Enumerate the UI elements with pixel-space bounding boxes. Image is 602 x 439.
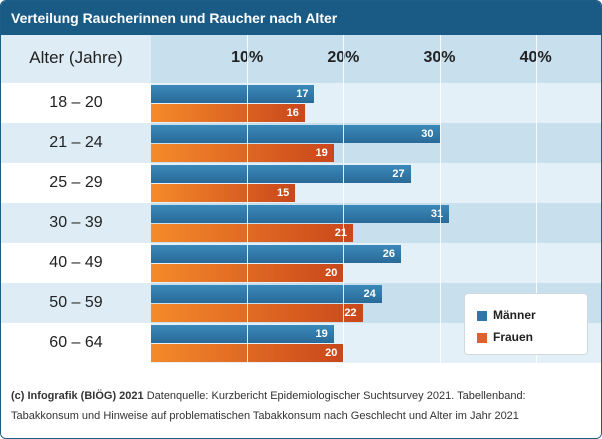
legend-item-frauen: Frauen (477, 330, 533, 344)
data-label: 19 (315, 328, 328, 340)
grid-line (535, 35, 537, 364)
bar-frauen: 16 (151, 104, 305, 122)
category-label: 50 – 59 (1, 283, 151, 323)
table-row: 18 – 20 17 16 (1, 83, 601, 123)
data-label: 26 (382, 248, 396, 260)
bar-maenner: 17 (151, 85, 315, 103)
chart-title: Verteilung Raucherinnen und Raucher nach… (1, 1, 601, 35)
table-row: 21 – 24 30 19 (1, 123, 601, 163)
table-row: 25 – 29 27 15 (1, 163, 601, 203)
legend-swatch-frauen (477, 332, 487, 343)
data-label: 31 (430, 208, 444, 220)
row-plot-area: 26 20 (151, 243, 601, 283)
footer-copyright: (c) Infografik (BIÖG) 2021 (11, 390, 144, 402)
table-row: 60 – 64 19 20 (1, 323, 601, 363)
table-row: 50 – 59 24 22 (1, 283, 601, 323)
footer-source-text: Datenquelle: Kurzbericht Epidemiologisch… (11, 390, 526, 422)
row-plot-area: 27 15 (151, 163, 601, 203)
category-label: 25 – 29 (1, 163, 151, 203)
row-plot-area: 17 16 (151, 83, 601, 123)
legend-label-frauen: Frauen (493, 330, 534, 344)
header-row: Alter (Jahre) 10% 20% 30% 40% (1, 35, 601, 83)
table-row: 30 – 39 31 21 (1, 203, 601, 243)
bar-maenner: 26 (151, 245, 402, 263)
grid-line (439, 35, 441, 364)
legend: Männer Frauen (464, 293, 588, 355)
category-label: 60 – 64 (1, 323, 151, 363)
data-label: 16 (286, 107, 299, 119)
row-plot-area: 31 21 (151, 203, 601, 243)
bar-maenner: 30 (151, 125, 440, 143)
header-age-label: Alter (Jahre) (1, 35, 151, 83)
category-label: 40 – 49 (1, 243, 151, 283)
bar-maenner: 31 (151, 205, 450, 223)
data-label: 22 (344, 307, 357, 319)
data-label: 19 (315, 147, 328, 159)
bar-maenner: 24 (151, 285, 382, 303)
row-plot-area: 19 20 (151, 323, 601, 363)
data-label: 21 (334, 227, 347, 239)
grid-line (247, 35, 249, 364)
legend-label-maenner: Männer (493, 308, 536, 322)
grid-line (343, 35, 345, 364)
bar-maenner: 27 (151, 165, 411, 183)
legend-item-maenner: Männer (477, 308, 536, 322)
data-label: 30 (421, 128, 434, 140)
category-label: 21 – 24 (1, 123, 151, 163)
table-row: 40 – 49 26 20 (1, 243, 601, 283)
bar-maenner: 19 (151, 325, 334, 343)
header-tick-area: 10% 20% 30% 40% (151, 35, 601, 83)
data-label: 24 (363, 288, 376, 300)
bar-frauen: 19 (151, 144, 334, 162)
data-label: 27 (392, 168, 405, 180)
bar-frauen: 22 (151, 304, 363, 322)
category-label: 30 – 39 (1, 203, 151, 243)
bar-frauen: 15 (151, 184, 296, 202)
data-label: 20 (325, 347, 338, 359)
row-plot-area: 30 19 (151, 123, 601, 163)
data-label: 15 (277, 187, 290, 199)
category-label: 18 – 20 (1, 83, 151, 123)
data-label: 17 (296, 88, 309, 100)
footer-source: (c) Infografik (BIÖG) 2021 Datenquelle: … (1, 364, 601, 438)
data-label: 20 (325, 267, 338, 279)
legend-swatch-maenner (477, 310, 487, 321)
bar-frauen: 21 (151, 224, 353, 242)
